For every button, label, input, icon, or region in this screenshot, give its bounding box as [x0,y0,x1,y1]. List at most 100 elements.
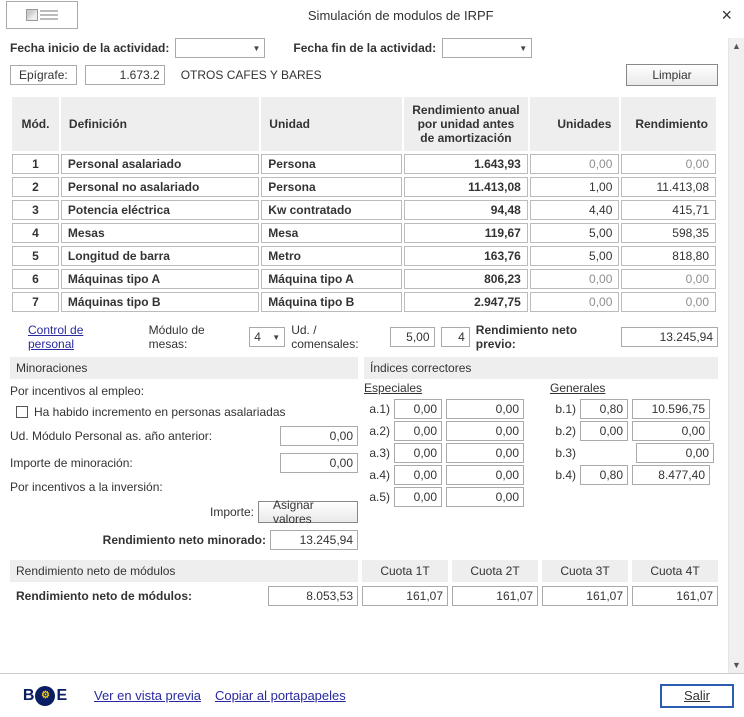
start-date-dropdown[interactable]: ▼ [175,38,265,58]
row-rend: 94,48 [404,200,528,220]
row-unidades[interactable]: 0,00 [530,292,620,312]
row-uni: Persona [261,177,402,197]
row-unidades[interactable]: 5,00 [530,246,620,266]
col-rend: Rendimiento anual por unidad antes de am… [404,97,528,151]
scroll-up-icon[interactable]: ▲ [729,38,744,54]
idx-tag: a.5) [364,490,390,504]
row-rend: 119,67 [404,223,528,243]
idx-tag: a.3) [364,446,390,460]
idx-c1[interactable]: 0,00 [394,443,442,463]
indices-header: Índices correctores [364,357,718,379]
row-uni: Metro [261,246,402,266]
ud-anterior-label: Ud. Módulo Personal as. año anterior: [10,429,276,443]
asignar-valores-button[interactable]: Asignar valores [258,501,358,523]
row-def: Potencia eléctrica [61,200,259,220]
ud-value-2[interactable]: 4 [441,327,470,347]
idx-tag: b.2) [550,424,576,438]
idx-c2: 0,00 [446,443,524,463]
incremento-checkbox[interactable] [16,406,28,418]
row-unidades[interactable]: 0,00 [530,154,620,174]
row-total: 598,35 [621,223,716,243]
idx-c2: 0,00 [636,443,714,463]
idx-c2: 0,00 [446,465,524,485]
row-rend: 2.947,75 [404,292,528,312]
idx-c1[interactable]: 0,80 [580,465,628,485]
idx-c1[interactable]: 0,00 [394,399,442,419]
idx-c1[interactable]: 0,80 [580,399,628,419]
salir-button[interactable]: Salir [660,684,734,708]
rnp-label: Rendimiento neto previo: [476,323,615,351]
row-unidades[interactable]: 0,00 [530,269,620,289]
idx-c1[interactable]: 0,00 [394,421,442,441]
row-total: 0,00 [621,269,716,289]
col-rendimiento: Rendimiento [621,97,716,151]
row-unidades[interactable]: 1,00 [530,177,620,197]
row-uni: Máquina tipo B [261,292,402,312]
cuota-4t-value: 161,07 [632,586,718,606]
row-unidades[interactable]: 4,40 [530,200,620,220]
row-def: Máquinas tipo A [61,269,259,289]
idx-c2: 0,00 [446,421,524,441]
epigrafe-label: Epígrafe: [10,65,77,85]
idx-c2: 0,00 [446,399,524,419]
row-def: Longitud de barra [61,246,259,266]
incentivos-empleo-label: Por incentivos al empleo: [10,384,358,398]
rnm-bottom-label: Rendimiento neto de módulos: [10,589,264,603]
incremento-label: Ha habido incremento en personas asalari… [34,405,286,419]
generales-title: Generales [550,381,718,395]
ud-value-1[interactable]: 5,00 [390,327,435,347]
close-icon[interactable]: × [715,6,738,24]
importe-minoracion-value: 0,00 [280,453,358,473]
idx-c2: 10.596,75 [632,399,710,419]
idx-c1[interactable]: 0,00 [394,487,442,507]
row-num: 1 [12,154,59,174]
vista-previa-link[interactable]: Ver en vista previa [94,688,201,703]
rnm-bottom-value: 8.053,53 [268,586,358,606]
col-mod: Mód. [12,97,59,151]
cuota-3t-value: 161,07 [542,586,628,606]
idx-c1[interactable]: 0,00 [394,465,442,485]
especiales-title: Especiales [364,381,532,395]
row-def: Máquinas tipo B [61,292,259,312]
row-def: Mesas [61,223,259,243]
minoraciones-header: Minoraciones [10,357,358,379]
idx-tag: b.3) [550,446,576,460]
limpiar-button[interactable]: Limpiar [626,64,718,86]
end-date-dropdown[interactable]: ▼ [442,38,532,58]
ud-comensales-label: Ud. / comensales: [291,323,384,351]
row-def: Personal no asalariado [61,177,259,197]
mesas-label: Módulo de mesas: [149,323,244,351]
importe-minoracion-label: Importe de minoración: [10,456,276,470]
control-personal-link[interactable]: Control de personal [28,323,129,351]
cuota-4t-header: Cuota 4T [632,560,718,582]
copiar-link[interactable]: Copiar al portapapeles [215,688,346,703]
idx-tag: a.2) [364,424,390,438]
row-num: 7 [12,292,59,312]
idx-c1[interactable]: 0,00 [580,421,628,441]
row-rend: 11.413,08 [404,177,528,197]
row-unidades[interactable]: 5,00 [530,223,620,243]
row-num: 2 [12,177,59,197]
scroll-down-icon[interactable]: ▼ [729,657,744,673]
epigrafe-code[interactable]: 1.673.2 [85,65,165,85]
row-num: 4 [12,223,59,243]
row-rend: 163,76 [404,246,528,266]
col-def: Definición [61,97,259,151]
ud-anterior-value[interactable]: 0,00 [280,426,358,446]
col-unidades: Unidades [530,97,620,151]
row-total: 415,71 [621,200,716,220]
importe-label: Importe: [10,505,254,519]
epigrafe-desc: OTROS CAFES Y BARES [181,68,322,82]
idx-c2: 0,00 [446,487,524,507]
col-uni: Unidad [261,97,402,151]
window-title: Simulación de modulos de IRPF [86,8,715,23]
row-num: 5 [12,246,59,266]
cuota-2t-header: Cuota 2T [452,560,538,582]
row-total: 11.413,08 [621,177,716,197]
scrollbar[interactable]: ▲ ▼ [728,38,744,673]
cuota-3t-header: Cuota 3T [542,560,628,582]
rnm-value: 13.245,94 [270,530,358,550]
mesas-dropdown[interactable]: 4▼ [249,327,285,347]
modules-table: Mód. Definición Unidad Rendimiento anual… [10,94,718,315]
idx-c2: 8.477,40 [632,465,710,485]
